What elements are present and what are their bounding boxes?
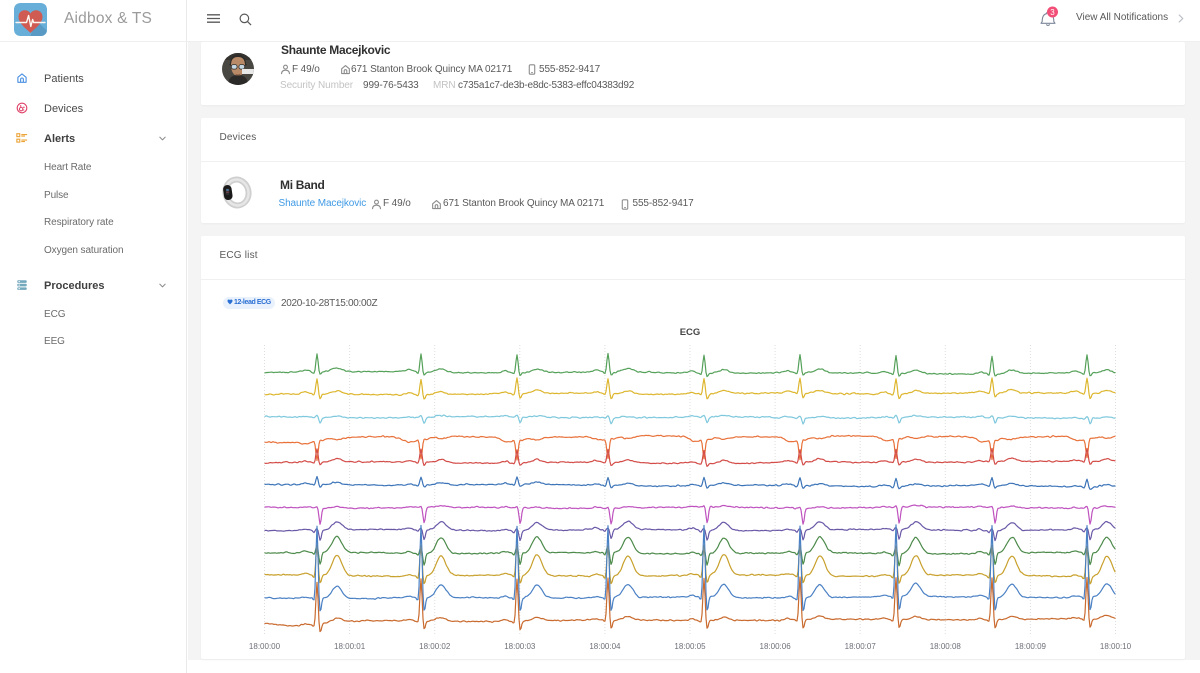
svg-text:18:00:06: 18:00:06 bbox=[760, 642, 792, 651]
svg-text:18:00:09: 18:00:09 bbox=[1015, 642, 1047, 651]
svg-text:18:00:08: 18:00:08 bbox=[930, 642, 962, 651]
svg-text:18:00:00: 18:00:00 bbox=[249, 642, 281, 651]
svg-text:18:00:01: 18:00:01 bbox=[334, 642, 366, 651]
svg-text:18:00:04: 18:00:04 bbox=[589, 642, 621, 651]
svg-text:18:00:03: 18:00:03 bbox=[504, 642, 536, 651]
svg-text:18:00:07: 18:00:07 bbox=[845, 642, 877, 651]
svg-text:3: 3 bbox=[1050, 8, 1055, 17]
svg-text:ECG: ECG bbox=[680, 327, 701, 338]
svg-text:18:00:10: 18:00:10 bbox=[1100, 642, 1132, 651]
svg-text:18:00:02: 18:00:02 bbox=[419, 642, 451, 651]
svg-text:18:00:05: 18:00:05 bbox=[674, 642, 706, 651]
